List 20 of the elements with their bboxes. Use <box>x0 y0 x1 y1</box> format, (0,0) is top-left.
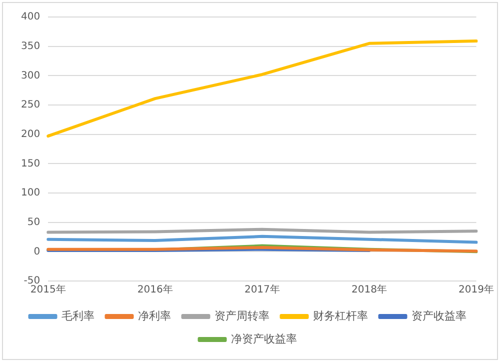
legend-label: 净资产收益率 <box>230 332 297 346</box>
x-tick-label: 2019年 <box>458 284 494 296</box>
y-tick-label: 0 <box>34 246 40 258</box>
legend-label: 财务杠杆率 <box>312 309 368 322</box>
y-tick-label: 250 <box>20 100 40 111</box>
y-tick-label: 150 <box>20 158 40 170</box>
x-tick-label: 2016年 <box>137 284 173 296</box>
x-tick-label: 2017年 <box>244 284 280 296</box>
x-tick-label: 2015年 <box>30 284 66 296</box>
legend-label: 资产收益率 <box>411 309 466 322</box>
y-tick-label: 200 <box>20 128 40 140</box>
y-tick-label: 300 <box>20 70 40 82</box>
legend-label: 净利率 <box>138 309 171 322</box>
y-tick-label: 100 <box>20 188 40 199</box>
y-tick-label: 400 <box>20 12 40 23</box>
legend-label: 资产周转率 <box>214 309 270 322</box>
x-tick-label: 2018年 <box>352 284 387 296</box>
legend-label: 毛利率 <box>61 309 94 322</box>
y-tick-label: 350 <box>20 40 40 52</box>
y-tick-label: 50 <box>27 216 40 228</box>
